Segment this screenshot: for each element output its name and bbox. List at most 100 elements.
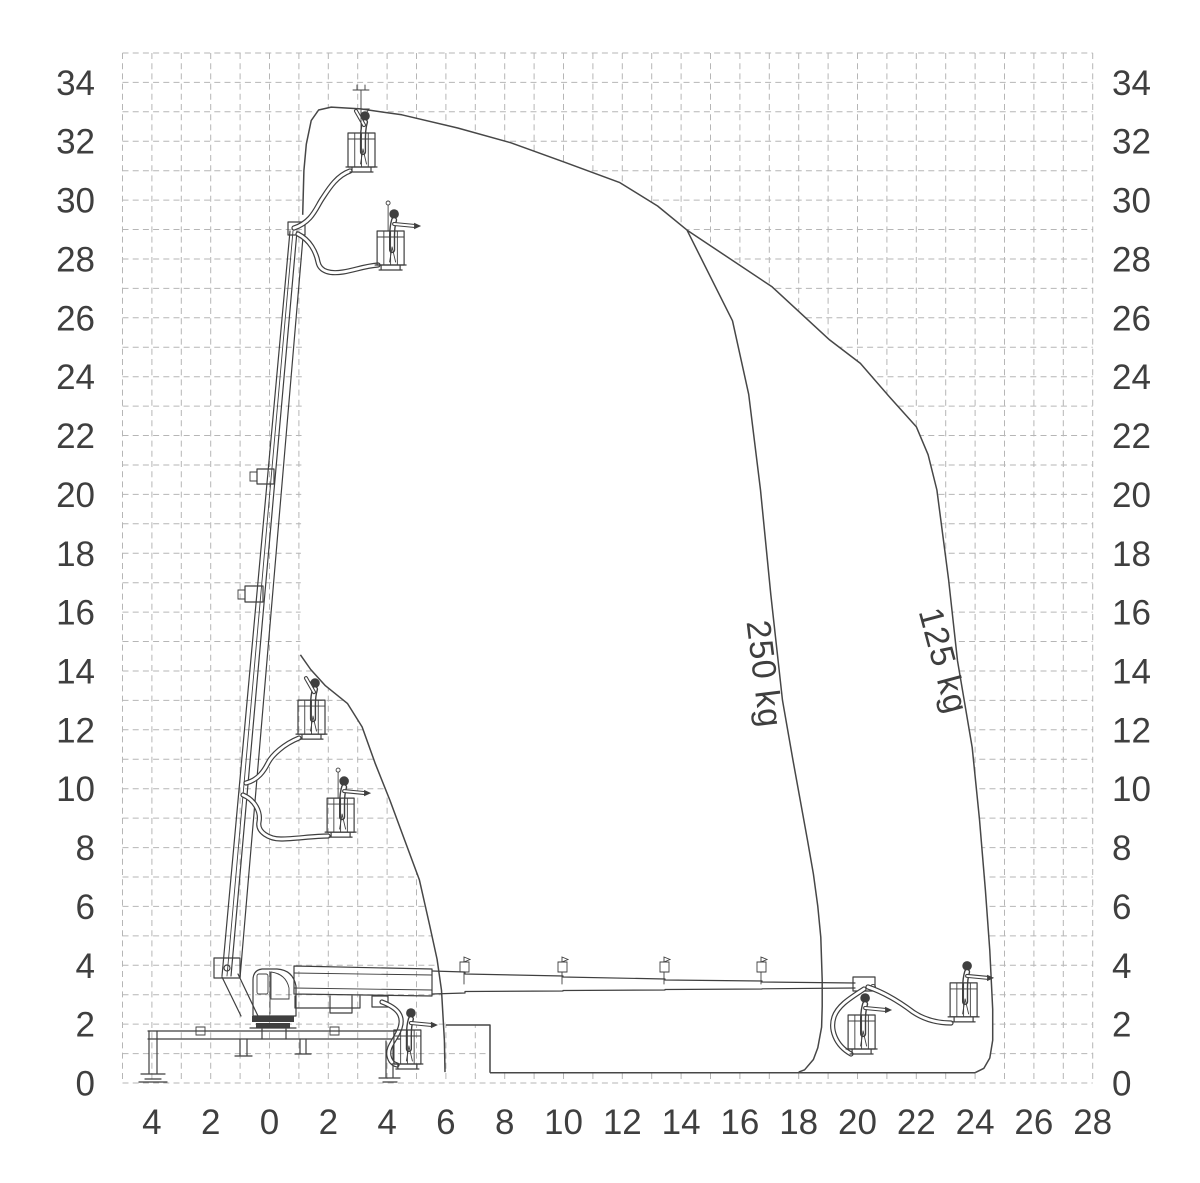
boom-base-rib xyxy=(293,972,433,991)
y-tick-label-right: 18 xyxy=(1112,535,1151,574)
y-tick-label-left: 16 xyxy=(56,594,95,633)
outrigger-jack-left xyxy=(138,1030,168,1083)
work-basket-p4 xyxy=(240,767,372,842)
operator-arm-pointing-fill xyxy=(409,1022,433,1026)
operator-torso-fill xyxy=(963,970,969,1004)
y-tick-label-left: 6 xyxy=(76,888,95,927)
hand-wand-tip xyxy=(385,200,391,206)
work-basket-p7 xyxy=(379,999,438,1070)
mast-pivot xyxy=(223,964,231,972)
curve-inner-boundary xyxy=(299,654,446,1073)
work-basket-p6 xyxy=(830,986,893,1057)
boom-joint-fitting xyxy=(459,956,472,985)
basket-floor xyxy=(324,831,357,838)
operator-arm-pointing-fill xyxy=(864,1007,888,1011)
y-tick-label-right: 34 xyxy=(1112,64,1151,103)
work-basket-p5 xyxy=(865,961,995,1026)
jib-link-highlight xyxy=(244,736,301,785)
curve-envelope-top-edge xyxy=(301,106,688,231)
boom-joint-fitting xyxy=(659,956,672,985)
y-tick-label-right: 12 xyxy=(1112,711,1151,750)
jib-link-highlight xyxy=(380,1000,403,1067)
boom-underslung-bracket xyxy=(329,995,353,1014)
x-tick-label: 22 xyxy=(897,1103,936,1142)
operator-arm-raised-fill xyxy=(305,677,315,694)
basket-floor xyxy=(845,1048,878,1055)
y-tick-label-right: 14 xyxy=(1112,653,1151,692)
x-tick-label: 20 xyxy=(838,1103,877,1142)
mast-collar-1-tab xyxy=(249,471,258,482)
jib-link-highlight xyxy=(296,232,380,275)
basket-floor xyxy=(345,166,378,173)
y-tick-label-left: 10 xyxy=(56,770,95,809)
y-tick-label-left: 2 xyxy=(76,1006,95,1045)
y-tick-label-right: 10 xyxy=(1112,770,1151,809)
y-tick-label-right: 32 xyxy=(1112,123,1151,162)
y-tick-label-right: 4 xyxy=(1112,947,1131,986)
boom-joint-fitting xyxy=(756,956,769,985)
pointer-arrow xyxy=(414,222,422,230)
jib-link-highlight xyxy=(831,987,866,1056)
hand-wand-tip xyxy=(335,767,341,773)
operator-head xyxy=(962,961,972,971)
operator-head xyxy=(310,678,320,688)
operator-torso-fill xyxy=(861,1002,867,1036)
y-tick-label-right: 26 xyxy=(1112,299,1151,338)
y-tick-label-right: 30 xyxy=(1112,182,1151,221)
x-tick-label: 4 xyxy=(142,1103,161,1142)
turntable-ring xyxy=(252,1016,294,1022)
basket-rails xyxy=(847,1014,876,1050)
beam-clamps xyxy=(195,1026,340,1036)
operator-torso-fill xyxy=(340,785,346,819)
y-tick-label-left: 26 xyxy=(56,299,95,338)
operator-torso-fill xyxy=(390,218,396,252)
x-tick-label: 26 xyxy=(1014,1103,1053,1142)
y-tick-label-left: 28 xyxy=(56,241,95,280)
operator-head xyxy=(406,1008,416,1018)
y-tick-label-left: 0 xyxy=(76,1065,95,1104)
envelope-region xyxy=(300,107,993,1073)
jib-link xyxy=(240,792,331,842)
x-tick-label: 6 xyxy=(436,1103,455,1142)
curve-250-kg-limit xyxy=(686,229,823,1073)
pedestal xyxy=(249,1027,297,1040)
mast-collar-2 xyxy=(244,585,264,603)
x-axis: 4 2 0 2 4 6 8 10 12 14 16 18 20 22 24 26 28 xyxy=(142,1103,1112,1142)
y-tick-label-left: 34 xyxy=(56,64,95,103)
x-tick-label: 18 xyxy=(779,1103,818,1142)
boom-joint-fittings xyxy=(459,956,769,985)
envelope-curves xyxy=(299,106,994,1074)
operator-arm-pointing-fill xyxy=(343,790,367,795)
y-tick-label-left: 22 xyxy=(56,417,95,456)
pointer-arrow xyxy=(430,1021,438,1029)
y-tick-label-right: 8 xyxy=(1112,829,1131,868)
y-tick-label-left: 32 xyxy=(56,123,95,162)
y-tick-label-left: 14 xyxy=(56,653,95,692)
jib-link-highlight xyxy=(292,169,352,230)
operator-head xyxy=(389,209,399,219)
y-tick-label-left: 30 xyxy=(56,182,95,221)
pointer-arrow xyxy=(364,789,372,797)
jib-link xyxy=(243,735,302,786)
basket-rails xyxy=(949,982,978,1018)
jib-link-highlight xyxy=(866,985,953,1025)
curve-envelope-step xyxy=(445,1024,491,1073)
x-tick-label: 8 xyxy=(495,1103,514,1142)
boom-sections-bottom xyxy=(431,987,856,995)
x-tick-label: 28 xyxy=(1073,1103,1112,1142)
basket-rails xyxy=(393,1029,422,1065)
y-tick-label-right: 16 xyxy=(1112,594,1151,633)
y-tick-label-left: 12 xyxy=(56,711,95,750)
operator-head xyxy=(860,993,870,1003)
machine-illustration xyxy=(138,221,876,1083)
turntable-base xyxy=(256,1023,290,1028)
boom-joint-fitting xyxy=(557,956,570,985)
basket-floor xyxy=(391,1063,424,1070)
y-tick-label-right: 24 xyxy=(1112,358,1151,397)
basket-rails xyxy=(297,699,326,735)
cab-window-rear xyxy=(256,973,269,995)
y-tick-label-right: 20 xyxy=(1112,476,1151,515)
